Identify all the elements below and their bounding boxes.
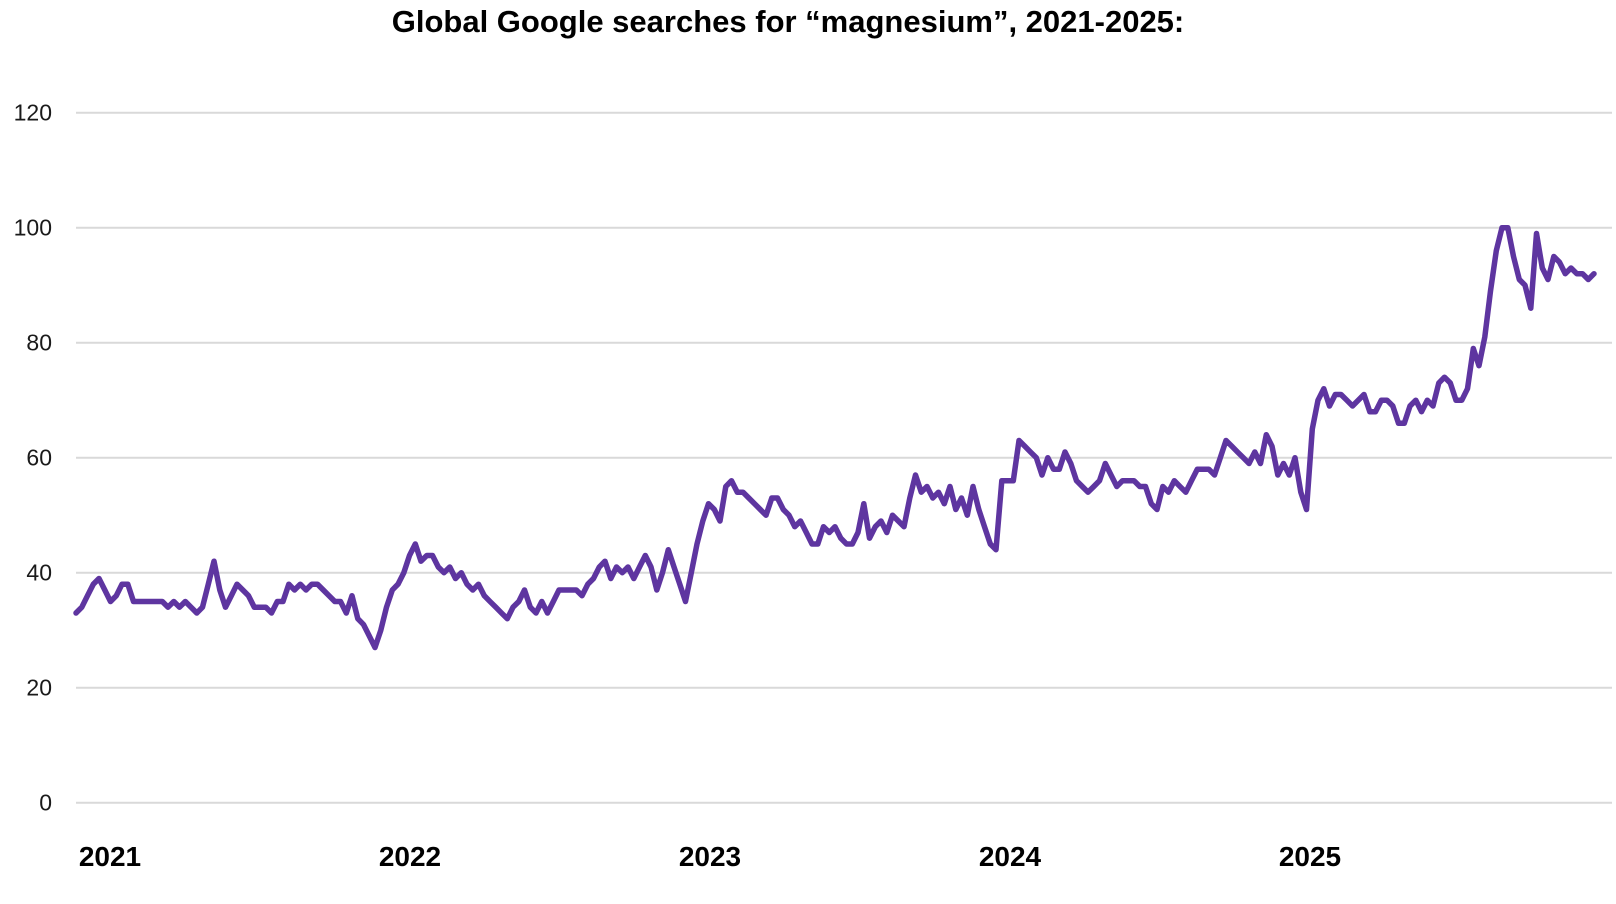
x-tick-label: 2025	[1279, 841, 1341, 872]
x-tick-label: 2023	[679, 841, 741, 872]
y-tick-label: 100	[14, 215, 52, 241]
x-tick-label: 2021	[79, 841, 141, 872]
y-tick-label: 40	[26, 560, 52, 586]
y-axis-labels: 0 20 40 60 80 100 120	[14, 100, 52, 816]
x-tick-label: 2022	[379, 841, 441, 872]
y-tick-label: 80	[26, 330, 52, 356]
chart-title: Global Google searches for “magnesium”, …	[392, 4, 1185, 39]
y-tick-label: 0	[39, 790, 52, 816]
gridlines	[76, 111, 1612, 804]
y-tick-label: 120	[14, 100, 52, 126]
y-tick-label: 60	[26, 445, 52, 471]
x-axis-labels: 2021 2022 2023 2024 2025	[79, 841, 1341, 872]
trend-line	[73, 224, 1597, 651]
y-tick-label: 20	[26, 675, 52, 701]
x-tick-label: 2024	[979, 841, 1042, 872]
